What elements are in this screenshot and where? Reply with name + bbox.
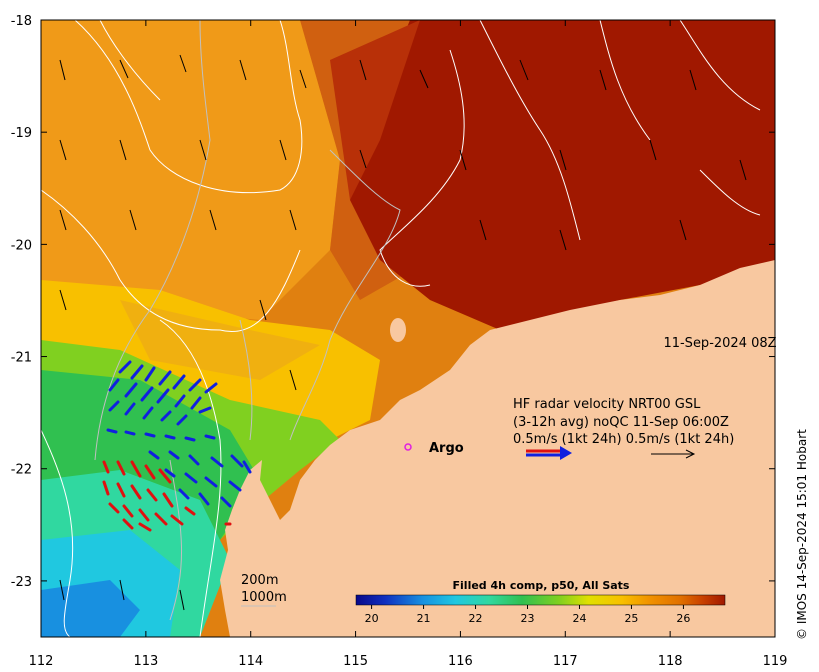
argo-float: Argo [404,441,464,456]
colorbar-tick-label: 20 [365,612,379,625]
credit-text: © IMOS 14-Sep-2024 15:01 Hobart [795,429,809,640]
legend-line-3: 0.5m/s (1kt 24h) 0.5m/s (1kt 24h) [513,432,734,447]
isobath-label-200m: 200m [241,573,278,588]
legend-radar-arrow [526,446,572,460]
lon-tick-label: 114 [238,654,263,669]
colorbar-tick-label: 21 [417,612,431,625]
latitude-axis: -18 -19 -20 -21 -22 -23 [11,14,775,590]
sst-coldest-region [41,580,140,637]
sst-warm-patch [330,20,420,200]
isobath-1000m-contours [94,20,401,621]
lat-tick-label: -19 [11,126,32,141]
land-mass [220,260,775,637]
longitude-axis: 112 113 114 115 116 117 118 119 [29,20,788,669]
legend-model-arrow [651,449,696,459]
lon-tick-label: 116 [448,654,473,669]
colorbar-tick-label: 24 [572,612,586,625]
lon-tick-label: 118 [658,654,683,669]
sst-colorbar: Filled 4h comp, p50, All Sats 20 21 22 23 24… [355,579,726,625]
hf-radar-vectors-blue [106,360,252,508]
colorbar-title: Filled 4h comp, p50, All Sats [453,579,630,592]
map-frame [40,19,776,638]
argo-marker-icon [404,443,412,451]
lon-tick-label: 112 [29,654,54,669]
island [390,318,406,342]
current-arrows [59,54,747,611]
colorbar-tick-label: 25 [624,612,638,625]
lon-tick-label: 115 [343,654,368,669]
isobath-label-1000m: 1000m [241,590,287,605]
map-plot-area [41,20,775,637]
hf-radar-vectors-red [102,460,232,532]
colorbar-tick-label: 22 [469,612,483,625]
lat-tick-label: -20 [11,238,32,253]
lon-tick-label: 117 [553,654,578,669]
sst-hot-region [350,20,775,330]
lat-tick-label: -23 [11,575,32,590]
radar-legend: HF radar velocity NRT00 GSL (3-12h avg) … [513,397,734,460]
lon-tick-label: 119 [763,654,788,669]
legend-line-1: HF radar velocity NRT00 GSL [513,397,701,412]
legend-line-2: (3-12h avg) noQC 11-Sep 06:00Z [513,415,729,430]
colorbar-tick-label: 26 [676,612,690,625]
lat-tick-label: -22 [11,463,32,478]
lat-tick-label: -21 [11,351,32,366]
sst-orange-region [41,20,340,320]
lat-tick-label: -18 [11,14,32,29]
colorbar-ticks: 20 21 22 23 24 25 26 [365,605,690,625]
lon-tick-label: 113 [133,654,158,669]
timestamp-label: 11-Sep-2024 08Z [663,336,776,351]
isobath-200m-contours [41,20,761,637]
argo-label: Argo [429,441,464,456]
colorbar-tick-label: 23 [521,612,535,625]
colorbar-gradient [355,594,726,606]
sst-yellow-patch [120,300,320,380]
